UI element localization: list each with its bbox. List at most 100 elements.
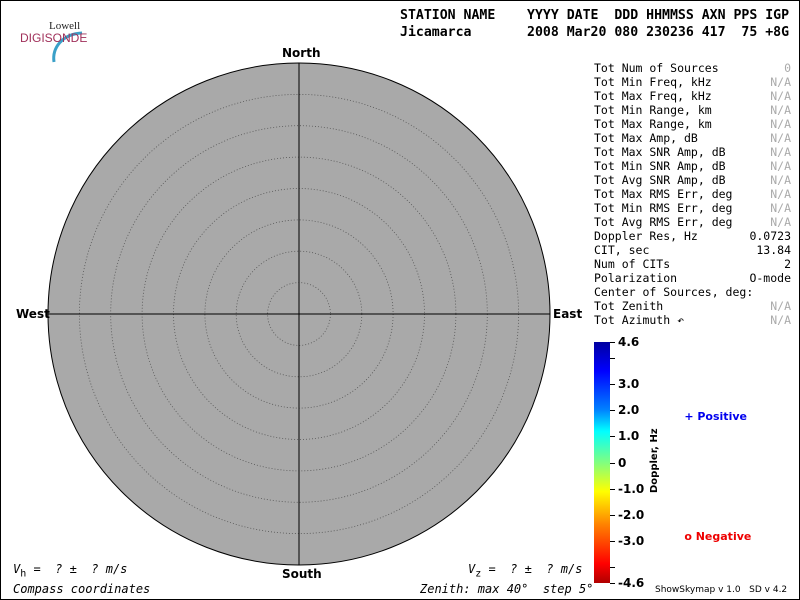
logo-arc-icon [51, 31, 82, 63]
vh-symbol: V [13, 562, 21, 576]
stat-value: N/A [770, 159, 791, 173]
stat-row: Tot Max Amp, dB N/A [594, 131, 791, 145]
vh-readout: Vh = ? ± ? m/s [13, 562, 127, 579]
stat-label: Tot Min Range, km [594, 103, 712, 117]
stat-row: Tot Avg SNR Amp, dB N/A [594, 173, 791, 187]
stat-row: Tot Min Freq, kHz N/A [594, 75, 791, 89]
colorbar-tick-label: 0 [618, 455, 627, 470]
stat-value: N/A [770, 299, 791, 313]
colorbar-tick [610, 488, 615, 490]
stat-value: N/A [770, 313, 791, 327]
colorbar-tick [610, 583, 615, 584]
vz-subscript: z [475, 568, 482, 580]
stat-label: Tot Num of Sources [594, 61, 719, 75]
vz-readout: Vz = ? ± ? m/s [468, 562, 582, 579]
stat-label: Tot Max Amp, dB [594, 131, 698, 145]
stat-label: Polarization [594, 271, 678, 285]
vz-value: = ? ± ? m/s [481, 562, 583, 576]
stat-label: Doppler Res, Hz [594, 229, 698, 243]
colorbar-tick-label: -1.0 [618, 481, 645, 496]
stat-value: O-mode [749, 271, 791, 285]
colorbar-tick [610, 541, 615, 543]
header-values: Jicamarca 2008 Mar20 080 230236 417 75 +… [400, 25, 790, 40]
colorbar-tick-label: 2.0 [618, 403, 640, 418]
stat-value: 0 [784, 61, 791, 75]
vh-value: = ? ± ? m/s [26, 562, 128, 576]
colorbar-title: Doppler, Hz [649, 428, 660, 493]
label-south: South [282, 567, 322, 581]
stat-value: N/A [770, 173, 791, 187]
colorbar-minor-tick [610, 567, 615, 569]
colorbar-tick-label: -2.0 [618, 507, 645, 522]
negative-legend: o Negative [669, 517, 751, 556]
stat-row: CIT, sec 13.84 [594, 243, 791, 257]
stat-label: Tot Max RMS Err, deg [594, 187, 733, 201]
stat-row: Tot Num of Sources 0 [594, 61, 791, 75]
stat-value: N/A [770, 131, 791, 145]
label-east: East [553, 307, 583, 321]
stat-row: Tot Azimuth ↶ N/A [594, 313, 791, 327]
version-text: ShowSkymap v 1.0 SD v 4.2 [655, 585, 788, 595]
colorbar-minor-tick [610, 357, 615, 359]
stat-row: Doppler Res, Hz 0.0723 [594, 229, 791, 243]
stat-value: N/A [770, 117, 791, 131]
stat-value: N/A [770, 103, 791, 117]
stat-value: N/A [770, 187, 791, 201]
stat-row: Tot Max Range, km N/A [594, 117, 791, 131]
stat-row: Tot Min RMS Err, deg N/A [594, 201, 791, 215]
stat-label: Tot Max Freq, kHz [594, 89, 712, 103]
header-labels: STATION NAME YYYY DATE DDD HHMMSS AXN PP… [400, 8, 790, 23]
stat-value: 0.0723 [749, 229, 791, 243]
logo-text-lowell: Lowell [49, 20, 81, 32]
colorbar-tick [610, 514, 615, 516]
colorbar-tick [610, 410, 615, 412]
stat-label: CIT, sec [594, 243, 650, 257]
stat-value: N/A [770, 89, 791, 103]
negative-label: Negative [695, 530, 752, 543]
doppler-colorbar [594, 342, 610, 583]
colorbar-tick-label: -3.0 [618, 534, 645, 549]
stat-row: Tot Avg RMS Err, deg N/A [594, 215, 791, 229]
stat-row: Tot Min Range, km N/A [594, 103, 791, 117]
stat-row: Tot Max RMS Err, deg N/A [594, 187, 791, 201]
colorbar-tick-label: 4.6 [618, 335, 640, 349]
skymap-plot [47, 62, 551, 566]
plus-marker-icon: + [684, 410, 698, 423]
stat-label: Tot Min RMS Err, deg [594, 201, 733, 215]
colorbar-tick [610, 462, 615, 464]
stat-label: Tot Max SNR Amp, dB [594, 145, 726, 159]
colorbar-tick [610, 383, 615, 385]
digisonde-logo: Lowell DIGISONDE [11, 11, 88, 63]
stat-label: Tot Avg RMS Err, deg [594, 215, 733, 229]
stat-label: Tot Max Range, km [594, 117, 712, 131]
stat-value: N/A [770, 215, 791, 229]
stat-value: 13.84 [756, 243, 791, 257]
stat-label: Tot Azimuth ↶ [594, 313, 685, 327]
stat-row: Tot Max Freq, kHz N/A [594, 89, 791, 103]
stat-value: N/A [770, 201, 791, 215]
stat-row: Polarization O-mode [594, 271, 791, 285]
stat-label: Tot Zenith [594, 299, 664, 313]
circle-marker-icon: o [684, 530, 696, 543]
logo-text-digisonde: DIGISONDE [20, 31, 88, 45]
colorbar-tick-label: 1.0 [618, 429, 640, 444]
label-west: West [16, 307, 50, 321]
vz-symbol: V [468, 562, 476, 576]
stat-label: Tot Avg SNR Amp, dB [594, 173, 726, 187]
stat-label: Center of Sources, deg: [594, 285, 754, 299]
label-north: North [282, 46, 321, 60]
colorbar-tick-label: -4.6 [618, 576, 645, 590]
stat-row: Center of Sources, deg: [594, 285, 791, 299]
positive-label: Positive [697, 410, 747, 423]
vh-subscript: h [20, 568, 27, 580]
stat-label: Tot Min Freq, kHz [594, 75, 712, 89]
stat-label: Num of CITs [594, 257, 671, 271]
coordinates-note: Compass coordinates [13, 582, 151, 596]
stat-label: Tot Min SNR Amp, dB [594, 159, 726, 173]
positive-legend: + Positive [669, 397, 747, 436]
stat-value: N/A [770, 75, 791, 89]
stat-row: Tot Max SNR Amp, dB N/A [594, 145, 791, 159]
stat-value: 2 [784, 257, 791, 271]
colorbar-tick [610, 436, 615, 438]
